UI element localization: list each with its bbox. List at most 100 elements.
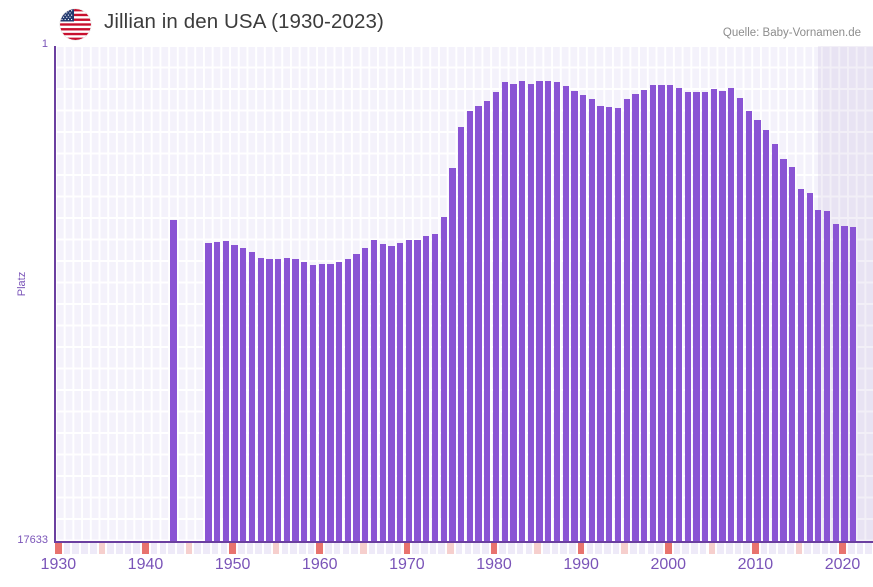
- x-tick: [534, 543, 541, 554]
- x-tick: [551, 543, 559, 554]
- x-axis-tick-label: 1980: [476, 556, 512, 573]
- bar: [379, 244, 386, 541]
- x-tick: [647, 543, 655, 554]
- x-tick: [307, 543, 315, 554]
- bar: [266, 259, 273, 541]
- bar: [527, 83, 534, 541]
- bar: [588, 99, 595, 541]
- bar: [344, 259, 351, 541]
- x-tick: [656, 543, 663, 554]
- x-tick: [621, 543, 628, 554]
- x-axis-tick-label: 1960: [301, 556, 338, 573]
- x-tick: [708, 543, 716, 554]
- bar: [701, 91, 709, 541]
- bar: [170, 220, 177, 541]
- bar: [789, 167, 796, 541]
- x-tick: [743, 543, 750, 554]
- bar: [388, 246, 395, 541]
- x-tick: [246, 543, 254, 554]
- x-tick: [63, 543, 71, 554]
- bar: [362, 247, 369, 541]
- bar: [414, 240, 421, 541]
- x-tick: [691, 543, 698, 554]
- x-tick: [185, 543, 193, 554]
- bar: [283, 257, 291, 541]
- x-tick: [377, 543, 385, 554]
- x-tick: [525, 543, 533, 554]
- bar: [736, 98, 744, 541]
- bar: [562, 85, 569, 541]
- bar: [327, 264, 334, 541]
- bar: [675, 87, 683, 541]
- bar: [292, 259, 299, 541]
- x-tick: [359, 543, 367, 554]
- bar: [640, 89, 648, 541]
- bar: [353, 253, 360, 541]
- x-tick: [717, 543, 724, 554]
- x-axis-tick-label: 1970: [389, 556, 425, 573]
- x-tick: [150, 543, 158, 554]
- x-tick: [473, 543, 480, 554]
- x-tick: [203, 543, 210, 554]
- x-tick: [290, 543, 297, 554]
- x-tick: [238, 543, 245, 554]
- bar: [667, 85, 674, 541]
- x-tick: [438, 543, 446, 554]
- x-tick: [255, 543, 263, 554]
- bar: [318, 264, 325, 541]
- x-tick: [107, 543, 114, 554]
- x-tick: [177, 543, 184, 554]
- x-tick: [830, 543, 838, 554]
- x-tick: [98, 543, 106, 554]
- x-axis-tick-label: 2000: [650, 556, 687, 573]
- x-tick: [142, 543, 149, 554]
- bar: [466, 110, 473, 541]
- bar: [649, 85, 656, 541]
- x-tick: [81, 543, 88, 554]
- bar: [222, 240, 230, 541]
- x-tick: [682, 543, 689, 554]
- bar: [797, 188, 805, 541]
- bar: [475, 105, 482, 541]
- x-tick: [325, 543, 332, 554]
- x-tick: [394, 543, 402, 554]
- x-tick: [299, 543, 306, 554]
- bar: [370, 239, 378, 541]
- bar: [248, 252, 256, 541]
- bar: [815, 209, 822, 541]
- bar: [205, 242, 212, 541]
- bar: [850, 226, 857, 541]
- x-tick: [124, 543, 132, 554]
- us-flag-icon: [60, 9, 91, 40]
- x-tick: [386, 543, 393, 554]
- x-tick: [368, 543, 376, 554]
- bar: [728, 88, 735, 541]
- x-tick: [760, 543, 768, 554]
- x-tick: [351, 543, 358, 554]
- bar: [423, 235, 430, 541]
- x-tick: [821, 543, 829, 554]
- x-tick: [630, 543, 637, 554]
- bar: [214, 242, 221, 541]
- bar: [510, 84, 517, 541]
- x-tick: [168, 543, 175, 554]
- x-tick: [516, 543, 524, 554]
- bar: [745, 111, 752, 541]
- x-tick: [865, 543, 872, 554]
- x-tick: [673, 543, 681, 554]
- x-tick: [481, 543, 489, 554]
- bar: [431, 234, 439, 541]
- x-tick: [778, 543, 785, 554]
- x-tick: [603, 543, 611, 554]
- x-axis-labels: 1930 1940 1950 1960 1970 1980 1990 2000 2010 2020: [41, 556, 873, 582]
- bar: [440, 217, 447, 541]
- x-tick: [464, 543, 472, 554]
- bar: [684, 91, 691, 541]
- bar: [632, 94, 639, 541]
- bar: [240, 248, 247, 541]
- x-tick: [638, 543, 646, 554]
- bar: [492, 91, 500, 541]
- x-tick: [786, 543, 794, 554]
- x-tick: [194, 543, 202, 554]
